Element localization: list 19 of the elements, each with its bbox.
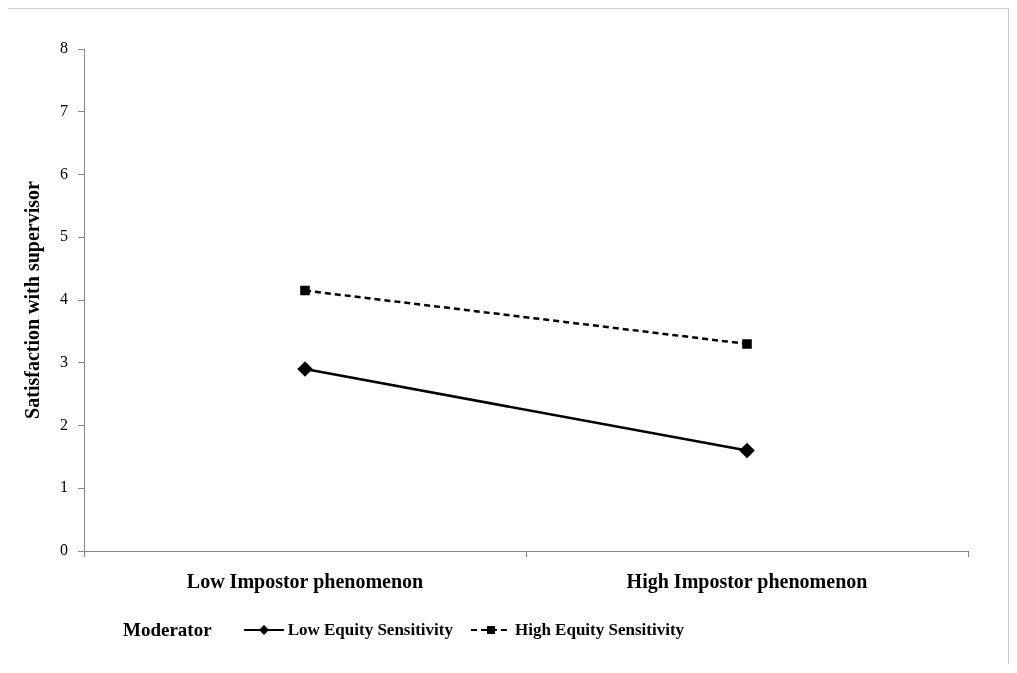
y-tick-label: 6 <box>60 164 68 182</box>
y-tick-label: 8 <box>60 39 68 57</box>
y-axis-title: Satisfaction with supervisor <box>21 180 45 419</box>
y-tick-label: 4 <box>60 290 68 308</box>
legend-label: Low Equity Sensitivity <box>287 620 453 640</box>
point <box>739 443 755 458</box>
y-tick-label: 1 <box>60 478 68 496</box>
legend-label: High Equity Sensitivity <box>514 620 685 640</box>
y-tick-label: 2 <box>60 415 68 433</box>
x-tick-label: Low Impostor phenomenon <box>186 570 424 594</box>
legend-title: Moderator <box>123 619 212 641</box>
point <box>300 285 310 296</box>
x-tick-label: High Impostor phenomenon <box>626 570 868 594</box>
y-tick-label: 0 <box>60 541 68 559</box>
y-tick-label: 7 <box>60 101 68 119</box>
y-tick-label: 3 <box>60 352 68 370</box>
y-tick-label: 5 <box>60 227 68 245</box>
point <box>297 361 313 377</box>
point <box>742 339 752 349</box>
